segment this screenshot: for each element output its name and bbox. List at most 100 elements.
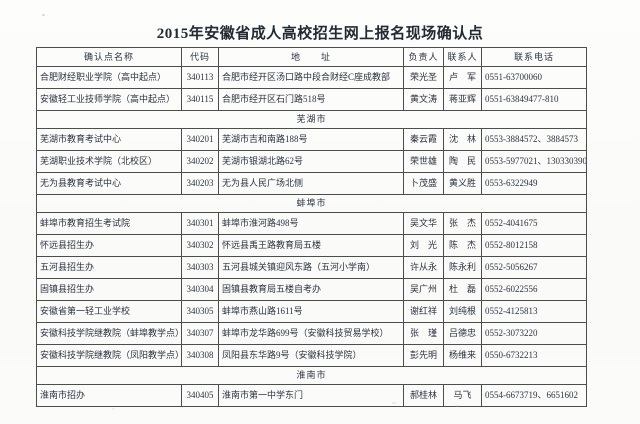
table-row: 无为县教育考试中心 340203 无为县人民广场北侧 卜茂盛 黄义胜 0553-63229… bbox=[36, 172, 587, 195]
city-section-row: 蚌埠市 bbox=[36, 194, 587, 213]
cell-name: 淮南市招办 bbox=[36, 384, 182, 407]
cell-manager: 荣光圣 bbox=[403, 66, 444, 89]
cell-code: 340303 bbox=[181, 256, 219, 279]
cell-manager: 彭先明 bbox=[403, 344, 444, 367]
cell-phone: 0553-6322949 bbox=[481, 172, 587, 195]
cell-name: 安徽科技学院继教院（蚌埠教学点） bbox=[36, 322, 182, 345]
cell-code: 340302 bbox=[181, 234, 219, 257]
cell-phone: 0550-6732213 bbox=[481, 344, 587, 367]
cell-address: 蚌埠市淮河路498号 bbox=[218, 212, 404, 235]
cell-contact: 黄义胜 bbox=[443, 172, 482, 195]
cell-address: 合肥市经开区石门路518号 bbox=[218, 88, 404, 111]
scan-noise-speck bbox=[42, 14, 45, 16]
cell-manager: 谢红祥 bbox=[403, 300, 444, 323]
cell-contact: 沈 林 bbox=[443, 128, 482, 151]
cell-contact: 刘纯根 bbox=[443, 300, 482, 323]
cell-code: 340308 bbox=[181, 344, 219, 367]
cell-contact: 吕德忠 bbox=[443, 322, 482, 345]
cell-code: 340115 bbox=[181, 88, 219, 111]
cell-code: 340305 bbox=[181, 300, 219, 323]
table-row: 芜湖市教育考试中心 340201 芜湖市吉和南路188号 秦云霞沈 林 0553-388… bbox=[36, 128, 587, 151]
table-header-row: 确认点名称 代码地 址负责人 联系人 联系电话 bbox=[36, 47, 587, 67]
cell-manager: 吴广州 bbox=[403, 278, 444, 301]
cell-manager: 秦云霞 bbox=[403, 128, 444, 151]
cell-contact: 陶 民 bbox=[443, 150, 482, 173]
cell-name: 五河县招生办 bbox=[36, 256, 182, 279]
table-row: 合肥财经职业学院（高中起点） 340113 合肥市经开区汤口路中段合财经C座成教部荣… bbox=[36, 66, 587, 89]
cell-address: 合肥市经开区汤口路中段合财经C座成教部 bbox=[218, 66, 404, 89]
cell-address: 芜湖市银湖北路62号 bbox=[218, 150, 404, 173]
cell-name: 芜湖市教育考试中心 bbox=[36, 128, 182, 151]
cell-phone: 0551-63849477-810 bbox=[481, 88, 587, 111]
cell-manager: 许从永 bbox=[403, 256, 444, 279]
cell-name: 安徽省第一轻工业学校 bbox=[36, 300, 182, 323]
cell-code: 340307 bbox=[181, 322, 219, 345]
table-body: 合肥财经职业学院（高中起点） 340113 合肥市经开区汤口路中段合财经C座成教部荣… bbox=[36, 66, 587, 407]
scan-noise-speck bbox=[112, 408, 115, 410]
table-row: 安徽轻工业技师学院（高中起点） 340115 合肥市经开区石门路518号 黄文涛 蒋亚辉… bbox=[36, 88, 587, 111]
cell-phone: 0552-4125813 bbox=[481, 300, 587, 323]
city-section-label: 淮南市 bbox=[36, 366, 587, 385]
cell-phone: 0552-8012158 bbox=[481, 234, 587, 257]
table-row: 淮南市招办 340405 淮南市第一中学东门 郝桂林 马飞 0554-6673719、66… bbox=[36, 384, 587, 407]
cell-name: 无为县教育考试中心 bbox=[36, 172, 182, 195]
cell-manager: 黄文涛 bbox=[403, 88, 444, 111]
city-section-label: 蚌埠市 bbox=[36, 194, 587, 213]
cell-contact: 杜 磊 bbox=[443, 278, 482, 301]
cell-manager: 荣世雄 bbox=[403, 150, 444, 173]
cell-name: 合肥财经职业学院（高中起点） bbox=[36, 66, 182, 89]
cell-name: 芜湖职业技术学院（北校区） bbox=[36, 150, 182, 173]
cell-contact: 陈 杰 bbox=[443, 234, 482, 257]
scan-noise-speck bbox=[392, 402, 396, 404]
city-section-row: 芜湖市 bbox=[36, 110, 587, 129]
cell-address: 芜湖市吉和南路188号 bbox=[218, 128, 404, 151]
cell-contact: 马飞 bbox=[443, 384, 482, 407]
cell-contact: 卢 军 bbox=[443, 66, 482, 89]
cell-phone: 0552-4041675 bbox=[481, 212, 587, 235]
cell-name: 怀远县招生办 bbox=[36, 234, 182, 257]
cell-address: 凤阳县东华路9号（安徽科技学院） bbox=[218, 344, 404, 367]
cell-phone: 0552-6022556 bbox=[481, 278, 587, 301]
cell-code: 340301 bbox=[181, 212, 219, 235]
table-row: 固镇县招生办 340304 固镇县教育局五楼自考办 吴广州杜 磊 0552-602255… bbox=[36, 278, 587, 301]
cell-contact: 杨维来 bbox=[443, 344, 482, 367]
cell-code: 340405 bbox=[181, 384, 219, 407]
cell-code: 340304 bbox=[181, 278, 219, 301]
table-row: 安徽科技学院继教院（蚌埠教学点） 340307 蚌埠市龙华路699号（安徽科技贸易学… bbox=[36, 322, 587, 345]
table-row: 安徽科技学院继教院（凤阳教学点） 340308 凤阳县东华路9号（安徽科技学院） 彭先… bbox=[36, 344, 587, 367]
cell-phone: 0553-5977021、13033039082 bbox=[481, 150, 587, 173]
city-section-label: 芜湖市 bbox=[36, 110, 587, 129]
table-row: 五河县招生办 340303 五河县城关镇迎风东路（五河小学南） 许从永 陈永利 0552-… bbox=[36, 256, 587, 279]
table-row: 安徽省第一轻工业学校 340305 蚌埠市燕山路1611号 谢红祥 刘纯根 0552-41… bbox=[36, 300, 587, 323]
scan-noise-speck bbox=[455, 405, 458, 407]
cell-contact: 陈永利 bbox=[443, 256, 482, 279]
cell-phone: 0553-3884572、3884573 bbox=[481, 128, 587, 151]
column-header: 联系人 bbox=[443, 47, 482, 67]
cell-manager: 郝桂林 bbox=[403, 384, 444, 407]
table-row: 蚌埠市教育招生考试院 340301 蚌埠市淮河路498号 吴文华张 杰 0552-404… bbox=[36, 212, 587, 235]
cell-phone: 0554-6673719、6651602 bbox=[481, 384, 587, 407]
cell-address: 五河县城关镇迎风东路（五河小学南） bbox=[218, 256, 404, 279]
cell-manager: 刘 光 bbox=[403, 234, 444, 257]
page-title: 2015年安徽省成人高校招生网上报名现场确认点 bbox=[156, 26, 484, 42]
column-header: 联系电话 bbox=[481, 47, 587, 67]
cell-code: 340113 bbox=[181, 66, 219, 89]
cell-phone: 0551-63700060 bbox=[481, 66, 587, 89]
cell-address: 蚌埠市燕山路1611号 bbox=[218, 300, 404, 323]
cell-code: 340201 bbox=[181, 128, 219, 151]
cell-contact: 张 杰 bbox=[443, 212, 482, 235]
cell-manager: 张 瑾 bbox=[403, 322, 444, 345]
column-header: 负责人 bbox=[403, 47, 444, 67]
cell-code: 340202 bbox=[181, 150, 219, 173]
table-row: 怀远县招生办 340302 怀远县禹王路教育局五楼刘 光陈 杰 0552-801215… bbox=[36, 234, 587, 257]
cell-phone: 0552-3073220 bbox=[481, 322, 587, 345]
cell-address: 固镇县教育局五楼自考办 bbox=[218, 278, 404, 301]
column-header: 确认点名称 bbox=[36, 47, 182, 67]
cell-manager: 卜茂盛 bbox=[403, 172, 444, 195]
cell-manager: 吴文华 bbox=[403, 212, 444, 235]
cell-address: 无为县人民广场北侧 bbox=[218, 172, 404, 195]
cell-name: 蚌埠市教育招生考试院 bbox=[36, 212, 182, 235]
cell-address: 蚌埠市龙华路699号（安徽科技贸易学校） bbox=[218, 322, 404, 345]
column-header: 代码 bbox=[181, 47, 219, 67]
